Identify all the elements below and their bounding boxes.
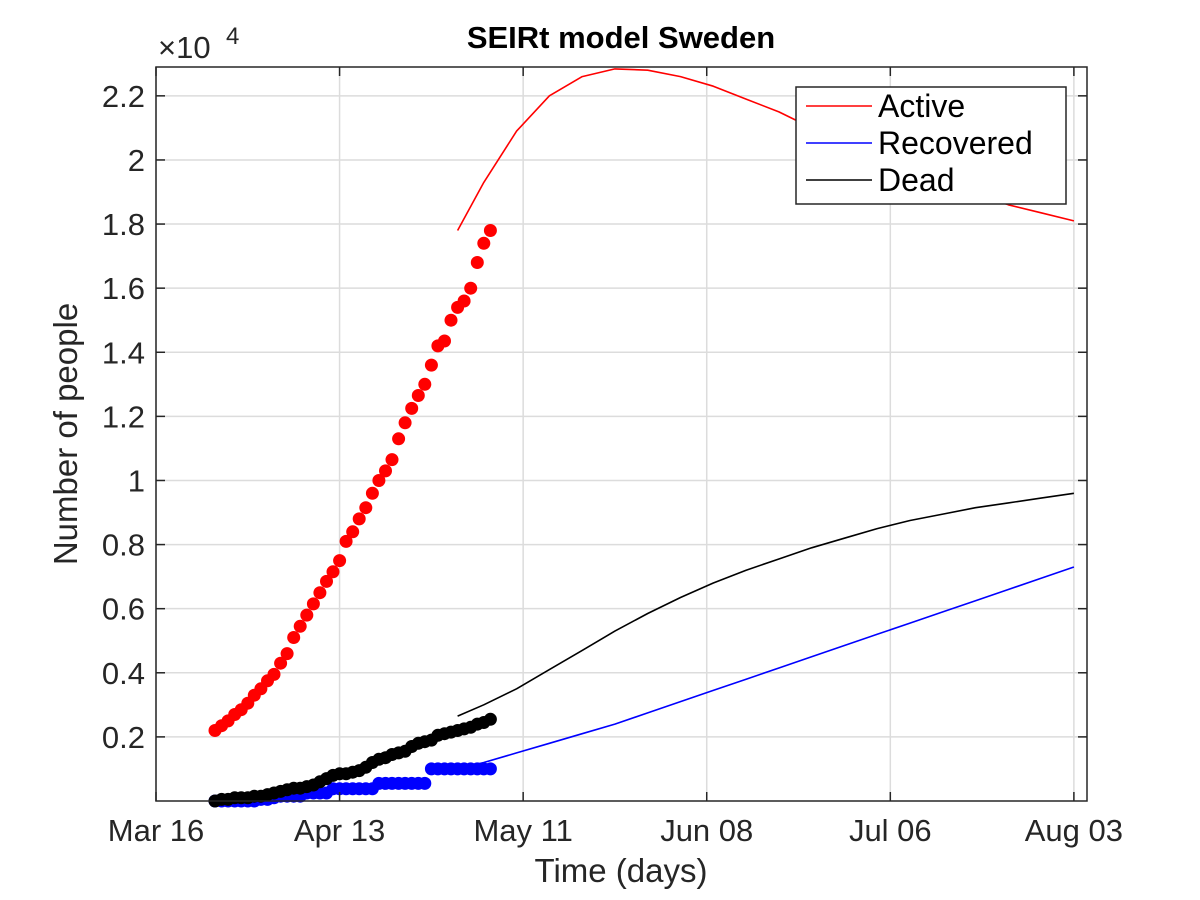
y-tick-labels: 0.2 0.4 0.6 0.8 1 1.2 1.4 1.6 1.8 2 2.2 bbox=[102, 79, 145, 755]
y-tick-label: 2.2 bbox=[102, 79, 145, 114]
series-active-point bbox=[359, 501, 373, 515]
x-tick-label: May 11 bbox=[473, 813, 572, 848]
y-tick-label: 1 bbox=[128, 463, 145, 498]
series-active-point bbox=[274, 656, 288, 670]
series-active-point bbox=[411, 389, 425, 402]
series-active-point bbox=[326, 565, 340, 579]
y-tick-label: 1.8 bbox=[102, 207, 145, 242]
series-layer bbox=[208, 68, 1075, 808]
y-tick-label: 0.4 bbox=[102, 656, 145, 691]
series-dead-model-line bbox=[457, 492, 1075, 717]
series-active-point bbox=[293, 619, 307, 633]
series-active-point bbox=[365, 486, 379, 500]
tick-marks bbox=[155, 67, 1087, 801]
series-active-point bbox=[424, 358, 438, 372]
series-active-point bbox=[287, 631, 301, 644]
y-tick-label: 0.2 bbox=[102, 720, 145, 755]
legend-label-active: Active bbox=[878, 88, 965, 124]
series-active-point bbox=[470, 256, 484, 269]
series-active-point bbox=[477, 236, 491, 250]
series-active-point bbox=[372, 474, 386, 487]
series-recovered-point bbox=[418, 776, 432, 790]
series-active-point bbox=[339, 534, 353, 548]
series-active-point bbox=[280, 647, 294, 661]
y-tick-label: 0.8 bbox=[102, 528, 145, 563]
series-active-point bbox=[464, 281, 478, 295]
y-axis-title: Number of people bbox=[47, 303, 84, 565]
x-tick-labels: Mar 16 Apr 13 May 11 Jun 08 Jul 06 Aug 03 bbox=[108, 813, 1123, 848]
series-dead-point bbox=[483, 712, 497, 726]
series-active-point bbox=[438, 334, 451, 348]
series-active-point bbox=[405, 401, 419, 415]
series-active-point bbox=[267, 667, 281, 681]
series-active-point bbox=[379, 464, 392, 478]
series-active-point bbox=[352, 512, 366, 526]
series-recovered-point bbox=[483, 762, 497, 776]
series-active-point bbox=[346, 525, 360, 539]
chart-title: SEIRt model Sweden bbox=[467, 20, 775, 55]
y-exponent-label: ×10 4 bbox=[158, 23, 239, 65]
series-active-point bbox=[333, 554, 347, 568]
x-tick-label: Mar 16 bbox=[108, 813, 204, 848]
legend-label-recovered: Recovered bbox=[878, 125, 1033, 161]
x-tick-label: Jul 06 bbox=[849, 813, 932, 848]
series-active-point bbox=[483, 224, 497, 237]
x-tick-label: Apr 13 bbox=[294, 813, 385, 848]
x-tick-label: Aug 03 bbox=[1025, 813, 1123, 848]
series-active-point bbox=[306, 597, 320, 611]
series-active-point bbox=[457, 294, 471, 308]
series-active bbox=[208, 68, 1075, 737]
series-active-point bbox=[320, 574, 333, 588]
y-tick-label: 1.4 bbox=[102, 335, 145, 370]
y-tick-label: 1.6 bbox=[102, 271, 145, 306]
series-recovered-model-line bbox=[457, 566, 1075, 770]
y-exponent-base: ×10 bbox=[158, 30, 211, 65]
legend-label-dead: Dead bbox=[878, 162, 955, 198]
series-active-point bbox=[444, 313, 458, 327]
series-active-point bbox=[418, 377, 432, 391]
y-tick-label: 1.2 bbox=[102, 399, 145, 434]
series-active-point bbox=[300, 608, 314, 622]
series-active-point bbox=[392, 432, 406, 446]
plot-frame bbox=[155, 66, 1088, 802]
series-active-point bbox=[385, 453, 399, 467]
series-active-point bbox=[313, 586, 327, 600]
y-tick-label: 0.6 bbox=[102, 592, 145, 627]
series-active-point bbox=[398, 416, 412, 430]
y-exponent-power: 4 bbox=[226, 23, 239, 50]
x-axis-title: Time (days) bbox=[535, 852, 708, 889]
x-tick-label: Jun 08 bbox=[660, 813, 753, 848]
y-tick-label: 2 bbox=[128, 143, 145, 178]
